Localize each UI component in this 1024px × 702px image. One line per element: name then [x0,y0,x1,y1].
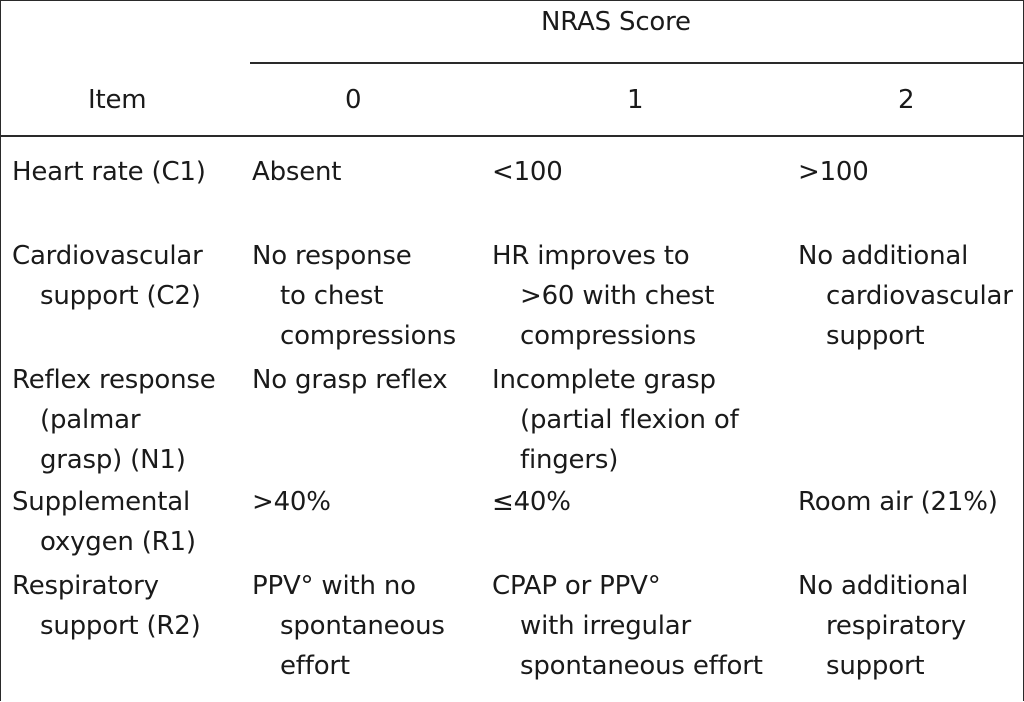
cell-line: support (R2) [40,611,201,641]
score-2-cell: Room air (21%) [798,482,998,522]
score-1-cell: HR improves to >60 with chest compressions [492,236,714,356]
cell-line: HR improves to [492,241,690,271]
item-cell: Reflex response (palmar grasp) (N1) [12,360,216,480]
header-top-rule [250,62,1024,64]
item-cell: Heart rate (C1) [12,152,206,192]
item-cell: Cardiovascular support (C2) [12,236,203,316]
cell-line: support [826,651,925,681]
cell-line: No additional [798,241,969,271]
score-0-cell: >40% [252,482,331,522]
cell-line: Respiratory [12,571,159,601]
cell-line: >40% [252,487,331,517]
cell-line: compressions [520,321,696,351]
cell-line: support (C2) [40,281,201,311]
cell-line: oxygen (R1) [40,527,196,557]
cell-line: cardiovascular [826,281,1013,311]
cell-line: <100 [492,157,563,187]
score-2-cell: No additional cardiovascular support [798,236,1013,356]
cell-line: (palmar [40,405,141,435]
score-0-cell: Absent [252,152,342,192]
cell-line: No response [252,241,412,271]
column-header-score-0: 0 [345,85,362,115]
cell-line: effort [280,651,350,681]
cell-line: No grasp reflex [252,365,448,395]
score-1-cell: CPAP or PPV° with irregular spontaneous ef… [492,566,763,686]
cell-line: CPAP or PPV° [492,571,661,601]
cell-line: to chest [280,281,384,311]
score-0-cell: No grasp reflex [252,360,448,400]
score-1-cell: ≤40% [492,482,571,522]
score-1-cell: Incomplete grasp (partial flexion of finge… [492,360,739,480]
cell-line: compressions [280,321,456,351]
column-header-score-2: 2 [898,85,915,115]
cell-line: Room air (21%) [798,487,998,517]
cell-line: Heart rate (C1) [12,157,206,187]
cell-line: respiratory [826,611,966,641]
score-0-cell: No response to chest compressions [252,236,456,356]
column-header-score-1: 1 [627,85,644,115]
cell-line: spontaneous effort [520,651,763,681]
item-cell: Respiratory support (R2) [12,566,201,646]
cell-line: >60 with chest [520,281,715,311]
cell-line: No additional [798,571,969,601]
cell-line: with irregular [520,611,692,641]
score-2-cell: >100 [798,152,869,192]
cell-line: Reflex response [12,365,216,395]
cell-line: Absent [252,157,342,187]
cell-line: support [826,321,925,351]
cell-line: ≤40% [492,487,571,517]
cell-line: Incomplete grasp [492,365,716,395]
cell-line: grasp) (N1) [40,445,186,475]
cell-line: Cardiovascular [12,241,203,271]
header-bottom-rule [0,135,1024,137]
item-cell: Supplemental oxygen (R1) [12,482,196,562]
spanning-header-nras-score: NRAS Score [541,7,691,37]
cell-line: fingers) [520,445,619,475]
cell-line: spontaneous [280,611,445,641]
cell-line: Supplemental [12,487,190,517]
score-2-cell: No additional respiratory support [798,566,968,686]
score-0-cell: PPV° with no spontaneous effort [252,566,445,686]
score-1-cell: <100 [492,152,563,192]
cell-line: PPV° with no [252,571,416,601]
cell-line: >100 [798,157,869,187]
column-header-item: Item [88,85,147,115]
cell-line: (partial flexion of [520,405,739,435]
